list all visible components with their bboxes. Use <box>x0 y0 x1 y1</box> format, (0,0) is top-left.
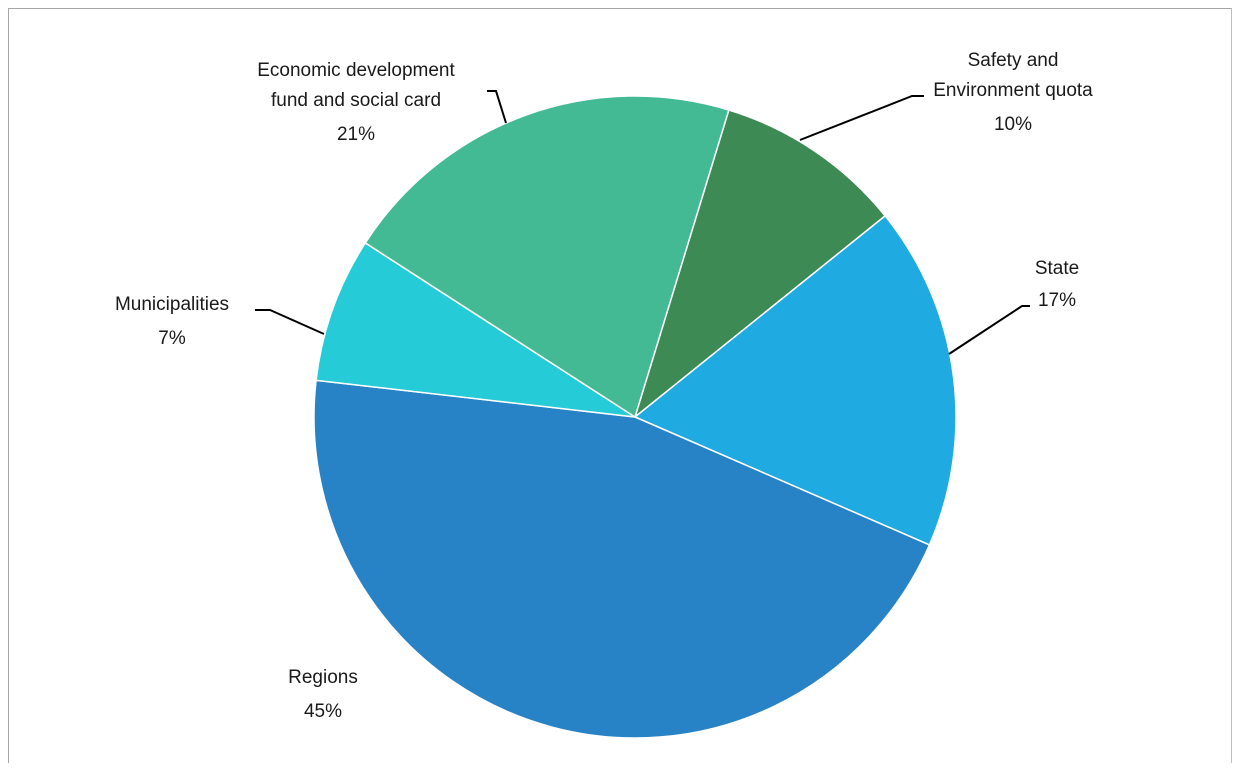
slice-label-safety-line2: Environment quota <box>933 80 1093 101</box>
pie-slices <box>313 95 957 739</box>
slice-label-state-percent: 17% <box>1038 290 1076 311</box>
slice-label-safety-line1: Safety and <box>968 50 1059 71</box>
leader-line-municipalities <box>255 309 325 335</box>
slice-label-regions-name: Regions <box>288 667 358 688</box>
slice-label-state: State 17% <box>1035 258 1079 311</box>
pie-slice-state <box>633 214 957 546</box>
slice-label-safety: Safety and Environment quota 10% <box>933 50 1093 135</box>
slice-label-economic-percent: 21% <box>337 124 375 145</box>
slice-label-regions: Regions 45% <box>288 667 358 722</box>
pie-slice-regions <box>313 379 931 739</box>
slice-label-economic: Economic development fund and social car… <box>257 60 455 145</box>
leader-line-state <box>948 305 1030 355</box>
pie-slice-municipalities <box>315 241 636 418</box>
slice-label-state-name: State <box>1035 258 1079 279</box>
pie-slice-economic <box>364 95 730 419</box>
slice-label-municipalities-name: Municipalities <box>115 294 229 315</box>
leader-line-safety <box>799 95 924 141</box>
slice-label-safety-percent: 10% <box>994 114 1032 135</box>
slice-label-municipalities-percent: 7% <box>158 328 186 349</box>
pie-slice-safety <box>633 109 887 420</box>
leader-line-economic <box>487 90 507 124</box>
slice-label-economic-line1: Economic development <box>257 60 455 81</box>
slice-label-regions-percent: 45% <box>304 701 342 722</box>
slice-label-municipalities: Municipalities 7% <box>115 294 229 349</box>
slice-label-economic-line2: fund and social card <box>271 90 441 111</box>
